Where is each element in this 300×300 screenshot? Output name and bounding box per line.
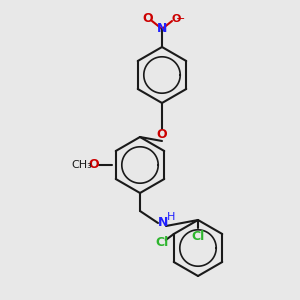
Text: N: N (158, 217, 168, 230)
Text: O: O (171, 14, 181, 24)
Text: O: O (157, 128, 167, 142)
Text: CH₃: CH₃ (72, 160, 92, 170)
Text: O: O (143, 13, 153, 26)
Text: N: N (157, 22, 167, 35)
Text: Cl: Cl (191, 230, 205, 242)
Text: O: O (89, 158, 99, 172)
Text: −: − (176, 14, 186, 24)
Text: H: H (167, 212, 175, 222)
Text: Cl: Cl (155, 236, 168, 248)
